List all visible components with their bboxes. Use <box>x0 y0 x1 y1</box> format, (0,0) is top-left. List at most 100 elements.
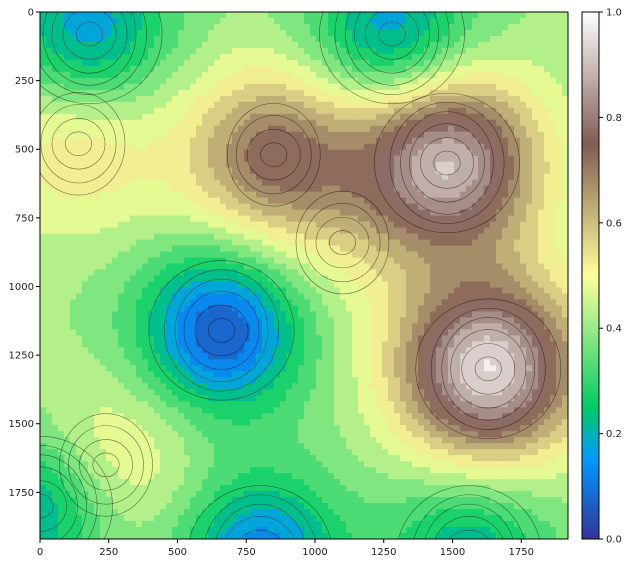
contour-cell <box>532 317 539 325</box>
contour-cell <box>46 311 53 319</box>
contour-cell <box>250 215 257 223</box>
contour-cell <box>346 83 353 91</box>
contour-cell <box>130 203 137 211</box>
contour-cell <box>166 209 173 217</box>
contour-cell <box>274 185 281 193</box>
contour-cell <box>382 41 389 49</box>
contour-cell <box>166 23 173 31</box>
contour-cell <box>268 203 275 211</box>
contour-cell <box>424 287 431 295</box>
contour-cell <box>376 101 383 109</box>
contour-cell <box>64 185 71 193</box>
contour-cell <box>550 12 557 19</box>
contour-cell <box>352 59 359 67</box>
contour-cell <box>268 299 275 307</box>
contour-cell <box>196 107 203 115</box>
contour-cell <box>124 167 131 175</box>
contour-cell <box>382 221 389 229</box>
contour-cell <box>154 95 161 103</box>
contour-cell <box>484 131 491 139</box>
contour-cell <box>430 263 437 271</box>
contour-cell <box>76 311 83 319</box>
contour-cell <box>142 293 149 301</box>
contour-cell <box>394 53 401 61</box>
contour-cell <box>334 215 341 223</box>
contour-cell <box>520 101 527 109</box>
contour-cell <box>544 41 551 49</box>
contour-cell <box>142 89 149 97</box>
contour-cell <box>64 257 71 265</box>
contour-cell <box>64 101 71 109</box>
contour-cell <box>544 173 551 181</box>
contour-cell <box>226 17 233 25</box>
contour-cell <box>268 239 275 247</box>
contour-cell <box>70 83 77 91</box>
contour-cell <box>172 143 179 151</box>
contour-cell <box>484 269 491 277</box>
contour-cell <box>232 65 239 73</box>
contour-cell <box>280 47 287 55</box>
contour-cell <box>82 335 89 342</box>
contour-cell <box>304 215 311 223</box>
contour-cell <box>226 239 233 247</box>
contour-cell <box>268 215 275 223</box>
contour-cell <box>358 47 365 55</box>
contour-cell <box>46 239 53 247</box>
contour-cell <box>64 323 71 330</box>
contour-cell <box>562 329 568 336</box>
contour-cell <box>124 77 131 85</box>
contour-cell <box>514 245 521 253</box>
contour-cell <box>514 149 521 157</box>
contour-cell <box>82 293 89 301</box>
contour-cell <box>220 155 227 163</box>
contour-cell <box>88 209 95 217</box>
contour-cell <box>250 281 257 289</box>
contour-cell <box>220 311 227 319</box>
contour-cell <box>262 203 269 211</box>
contour-cell <box>52 347 59 354</box>
contour-cell <box>154 335 161 342</box>
contour-cell <box>106 89 113 97</box>
contour-cell <box>100 269 107 277</box>
contour-cell <box>340 335 347 342</box>
contour-cell <box>556 251 563 259</box>
contour-cell <box>340 155 347 163</box>
contour-cell <box>178 197 185 205</box>
contour-cell <box>112 227 119 235</box>
contour-cell <box>442 215 449 223</box>
contour-cell <box>220 83 227 91</box>
contour-cell <box>346 335 353 342</box>
contour-cell <box>232 335 239 342</box>
contour-cell <box>220 101 227 109</box>
contour-cell <box>448 251 455 259</box>
contour-cell <box>346 131 353 139</box>
contour-cell <box>262 197 269 205</box>
contour-cell <box>394 59 401 67</box>
contour-cell <box>322 59 329 67</box>
contour-cell <box>256 203 263 211</box>
contour-cell <box>358 215 365 223</box>
contour-cell <box>274 59 281 67</box>
contour-cell <box>124 113 131 121</box>
contour-cell <box>358 71 365 79</box>
contour-cell <box>442 281 449 289</box>
contour-cell <box>472 311 479 319</box>
contour-cell <box>118 167 125 175</box>
contour-cell <box>352 29 359 37</box>
contour-cell <box>190 263 197 271</box>
contour-cell <box>124 293 131 301</box>
contour-cell <box>376 257 383 265</box>
contour-cell <box>166 245 173 253</box>
contour-cell <box>100 197 107 205</box>
contour-cell <box>70 89 77 97</box>
contour-cell <box>262 53 269 61</box>
contour-cell <box>100 101 107 109</box>
contour-cell <box>166 347 173 354</box>
contour-cell <box>370 287 377 295</box>
contour-cell <box>316 17 323 25</box>
contour-cell <box>550 257 557 265</box>
contour-cell <box>532 197 539 205</box>
contour-cell <box>352 23 359 31</box>
contour-cell <box>490 287 497 295</box>
contour-cell <box>292 119 299 127</box>
